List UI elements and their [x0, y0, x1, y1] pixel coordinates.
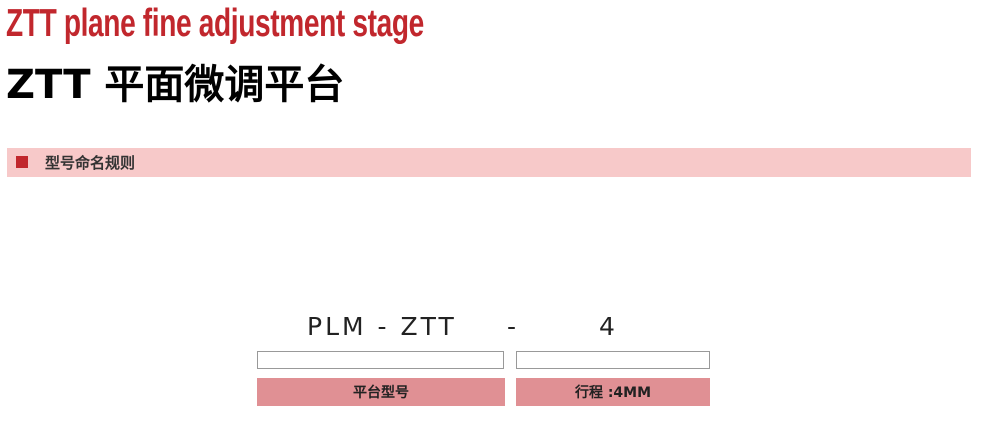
model-bracket-box	[257, 351, 504, 369]
platform-model-label: 平台型号	[257, 378, 505, 406]
stroke-bracket-box	[516, 351, 710, 369]
section-header-band	[7, 148, 971, 177]
chinese-title: ZTT 平面微调平台	[6, 62, 345, 108]
model-code-separator: -	[507, 312, 520, 341]
model-code-prefix: PLM - ZTT	[307, 312, 457, 341]
stroke-label: 行程 :4MM	[516, 378, 710, 406]
square-bullet-icon	[16, 156, 28, 168]
english-title: ZTT plane fine adjustment stage	[6, 2, 424, 45]
model-code-stroke: 4	[599, 312, 618, 341]
section-title: 型号命名规则	[45, 154, 136, 172]
